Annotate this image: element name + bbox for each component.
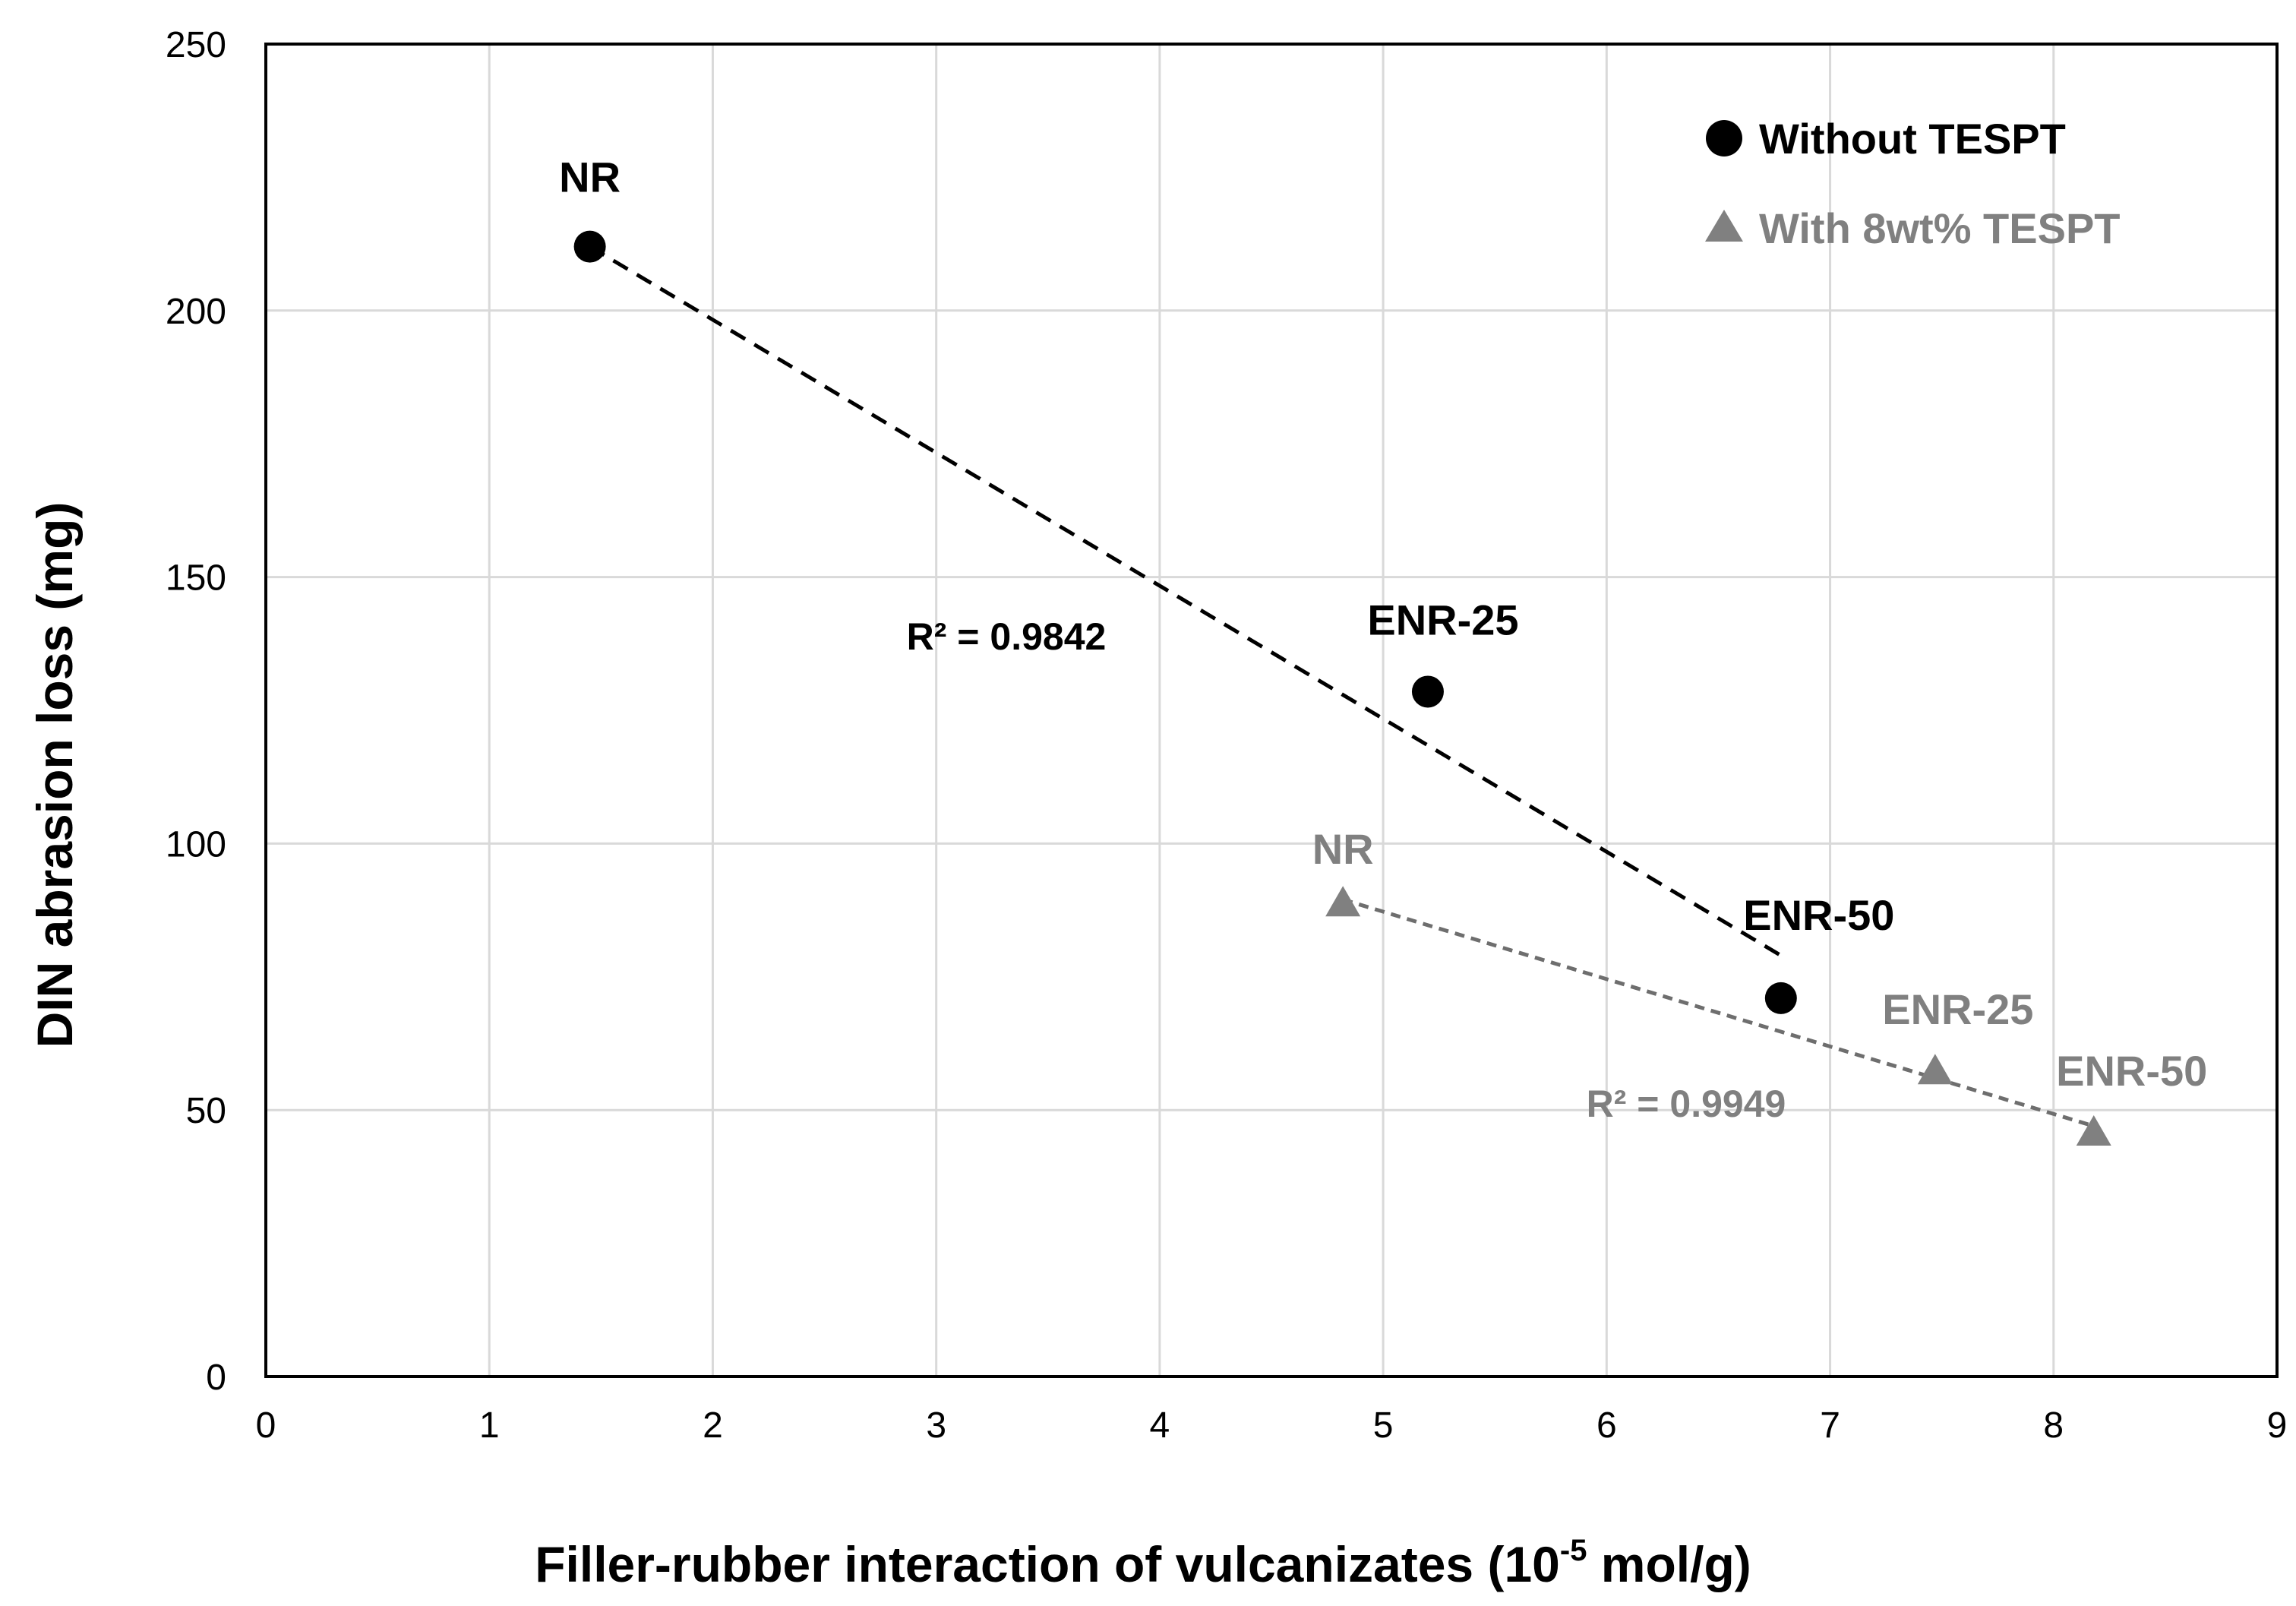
y-tick-label: 250	[166, 25, 226, 65]
y-tick-label: 100	[166, 824, 226, 865]
x-axis-title-superscript: -5	[1560, 1534, 1587, 1567]
axes	[264, 43, 2279, 1378]
data-point-triangle	[1325, 886, 1361, 917]
point-label: NR	[559, 153, 621, 201]
x-tick-label: 0	[256, 1405, 276, 1446]
x-tick-label: 9	[2267, 1405, 2288, 1446]
data-point-circle	[1411, 675, 1444, 708]
r-squared-label: R² = 0.9842	[907, 615, 1107, 658]
y-axis-title: DIN abrasion loss (mg)	[27, 502, 83, 1048]
legend-marker-circle	[1706, 120, 1742, 156]
data-point-triangle	[2076, 1114, 2111, 1146]
y-tick-label: 0	[206, 1358, 226, 1398]
trendlines	[589, 245, 2095, 1128]
x-tick-label: 2	[703, 1405, 723, 1446]
y-tick-labels: 0 50 100 150 200 250	[166, 25, 226, 1398]
point-labels: NR ENR-25 ENR-50 NR ENR-25 ENR-50	[559, 153, 2207, 1095]
legend-label: With 8wt% TESPT	[1759, 204, 2121, 252]
x-tick-label: 6	[1596, 1405, 1617, 1446]
point-label: NR	[1312, 825, 1374, 873]
r-squared-labels: R² = 0.9842 R² = 0.9949	[907, 615, 1786, 1125]
legend-marker-triangle	[1705, 210, 1743, 242]
point-label: ENR-50	[1743, 891, 1894, 939]
plot-frame	[264, 43, 2279, 1378]
point-label: ENR-50	[2056, 1047, 2207, 1095]
x-tick-label: 8	[2043, 1405, 2064, 1446]
x-axis-title-main: Filler-rubber interaction of vulcanizate…	[535, 1536, 1560, 1592]
trendline-without-tespt	[589, 245, 1783, 957]
x-tick-label: 4	[1150, 1405, 1170, 1446]
x-tick-labels: 0 1 2 3 4 5 6 7 8 9	[256, 1405, 2288, 1446]
data-point-circle	[573, 230, 606, 263]
x-tick-label: 3	[926, 1405, 946, 1446]
data-point-triangle	[1917, 1054, 1953, 1085]
y-tick-label: 200	[166, 292, 226, 332]
legend-label: Without TESPT	[1759, 115, 2066, 163]
x-tick-label: 1	[479, 1405, 500, 1446]
x-tick-label: 7	[1820, 1405, 1840, 1446]
y-tick-label: 150	[166, 558, 226, 599]
legend: Without TESPT With 8wt% TESPT	[1705, 115, 2121, 252]
x-axis-title-tail: mol/g)	[1587, 1536, 1751, 1592]
x-tick-label: 5	[1373, 1405, 1394, 1446]
x-axis-title: Filler-rubber interaction of vulcanizate…	[535, 1534, 1751, 1592]
r-squared-label: R² = 0.9949	[1587, 1083, 1786, 1125]
point-label: ENR-25	[1882, 985, 2033, 1033]
data-points	[573, 230, 2111, 1146]
trendline-with-tespt	[1342, 897, 2095, 1128]
data-point-circle	[1764, 982, 1797, 1014]
point-label: ENR-25	[1367, 596, 1518, 643]
y-tick-label: 50	[186, 1091, 226, 1131]
